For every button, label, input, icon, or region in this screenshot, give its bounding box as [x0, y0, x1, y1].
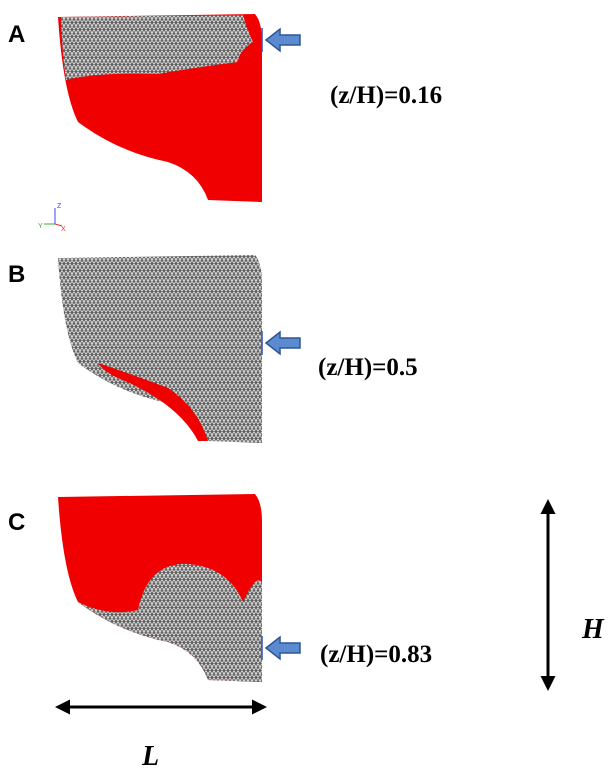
annotation: (z/H)=0.83	[320, 641, 432, 668]
dimension-label: H	[581, 614, 605, 645]
panel-c-shape	[58, 494, 262, 682]
arrow	[261, 330, 301, 356]
panel-label: B	[8, 261, 25, 288]
triad-label: X	[61, 226, 66, 233]
dimension-label: L	[141, 741, 159, 772]
panel-a-shape	[58, 14, 262, 202]
axis-triad: Z Y X	[38, 203, 66, 233]
panel-label: C	[8, 509, 25, 536]
annotation: (z/H)=0.16	[330, 82, 442, 109]
annotation: (z/H)=0.5	[318, 354, 418, 381]
panel-label: A	[8, 21, 25, 48]
arrow	[261, 27, 301, 53]
triad-label: Y	[38, 223, 43, 230]
panel-b-shape	[58, 255, 262, 443]
arrow	[261, 635, 301, 661]
triad-label: Z	[57, 203, 62, 210]
